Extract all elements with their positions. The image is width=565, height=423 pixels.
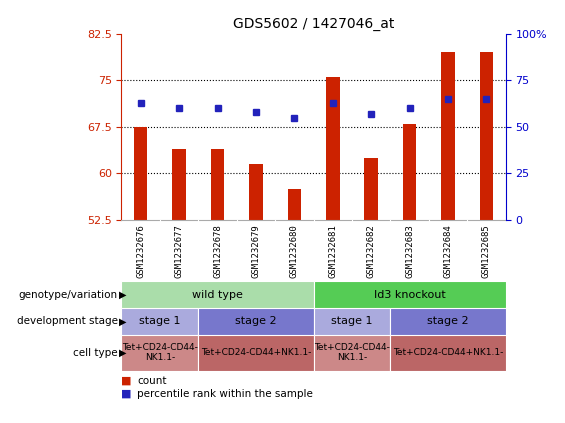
Text: ■: ■ <box>121 376 132 386</box>
Text: Tet+CD24-CD44+NK1.1-: Tet+CD24-CD44+NK1.1- <box>393 348 503 357</box>
Bar <box>364 158 378 220</box>
Bar <box>390 335 506 371</box>
Text: GSM1232683: GSM1232683 <box>405 224 414 277</box>
Bar <box>134 127 147 220</box>
Bar <box>390 308 506 335</box>
Text: Id3 knockout: Id3 knockout <box>374 290 445 299</box>
Text: ▶: ▶ <box>119 348 126 357</box>
Text: ▶: ▶ <box>119 290 126 299</box>
Text: GSM1232677: GSM1232677 <box>175 224 184 277</box>
Bar <box>480 52 493 220</box>
Text: ▶: ▶ <box>119 316 126 326</box>
Title: GDS5602 / 1427046_at: GDS5602 / 1427046_at <box>233 17 394 31</box>
Bar <box>121 281 314 308</box>
Bar <box>441 52 455 220</box>
Text: GSM1232680: GSM1232680 <box>290 224 299 277</box>
Text: Tet+CD24-CD44+NK1.1-: Tet+CD24-CD44+NK1.1- <box>201 348 311 357</box>
Text: GSM1232679: GSM1232679 <box>251 224 260 277</box>
Bar <box>121 335 198 371</box>
Bar <box>198 308 314 335</box>
Text: GSM1232676: GSM1232676 <box>136 224 145 277</box>
Text: GSM1232681: GSM1232681 <box>328 224 337 277</box>
Bar <box>314 308 390 335</box>
Text: GSM1232685: GSM1232685 <box>482 224 491 277</box>
Text: ■: ■ <box>121 389 132 399</box>
Text: genotype/variation: genotype/variation <box>19 290 118 299</box>
Text: stage 1: stage 1 <box>139 316 181 326</box>
Text: Tet+CD24-CD44-
NK1.1-: Tet+CD24-CD44- NK1.1- <box>314 343 390 362</box>
Bar <box>121 308 198 335</box>
Bar <box>249 164 263 220</box>
Bar <box>403 124 416 220</box>
Bar <box>198 335 314 371</box>
Text: cell type: cell type <box>73 348 118 357</box>
Text: GSM1232682: GSM1232682 <box>367 224 376 277</box>
Text: wild type: wild type <box>192 290 243 299</box>
Text: GSM1232684: GSM1232684 <box>444 224 453 277</box>
Bar <box>288 189 301 220</box>
Bar <box>172 148 186 220</box>
Text: GSM1232678: GSM1232678 <box>213 224 222 277</box>
Text: stage 2: stage 2 <box>427 316 469 326</box>
Bar <box>326 77 340 220</box>
Bar <box>211 148 224 220</box>
Text: stage 2: stage 2 <box>235 316 277 326</box>
Text: count: count <box>137 376 167 386</box>
Text: stage 1: stage 1 <box>331 316 373 326</box>
Text: percentile rank within the sample: percentile rank within the sample <box>137 389 313 399</box>
Text: Tet+CD24-CD44-
NK1.1-: Tet+CD24-CD44- NK1.1- <box>122 343 198 362</box>
Text: development stage: development stage <box>16 316 118 326</box>
Bar <box>314 281 506 308</box>
Bar <box>314 335 390 371</box>
